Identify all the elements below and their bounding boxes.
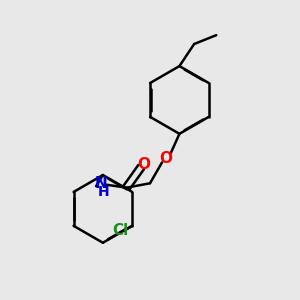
- Text: O: O: [138, 157, 151, 172]
- Text: O: O: [160, 151, 173, 166]
- Text: Cl: Cl: [112, 223, 129, 238]
- Text: N: N: [95, 176, 108, 191]
- Text: H: H: [98, 185, 109, 199]
